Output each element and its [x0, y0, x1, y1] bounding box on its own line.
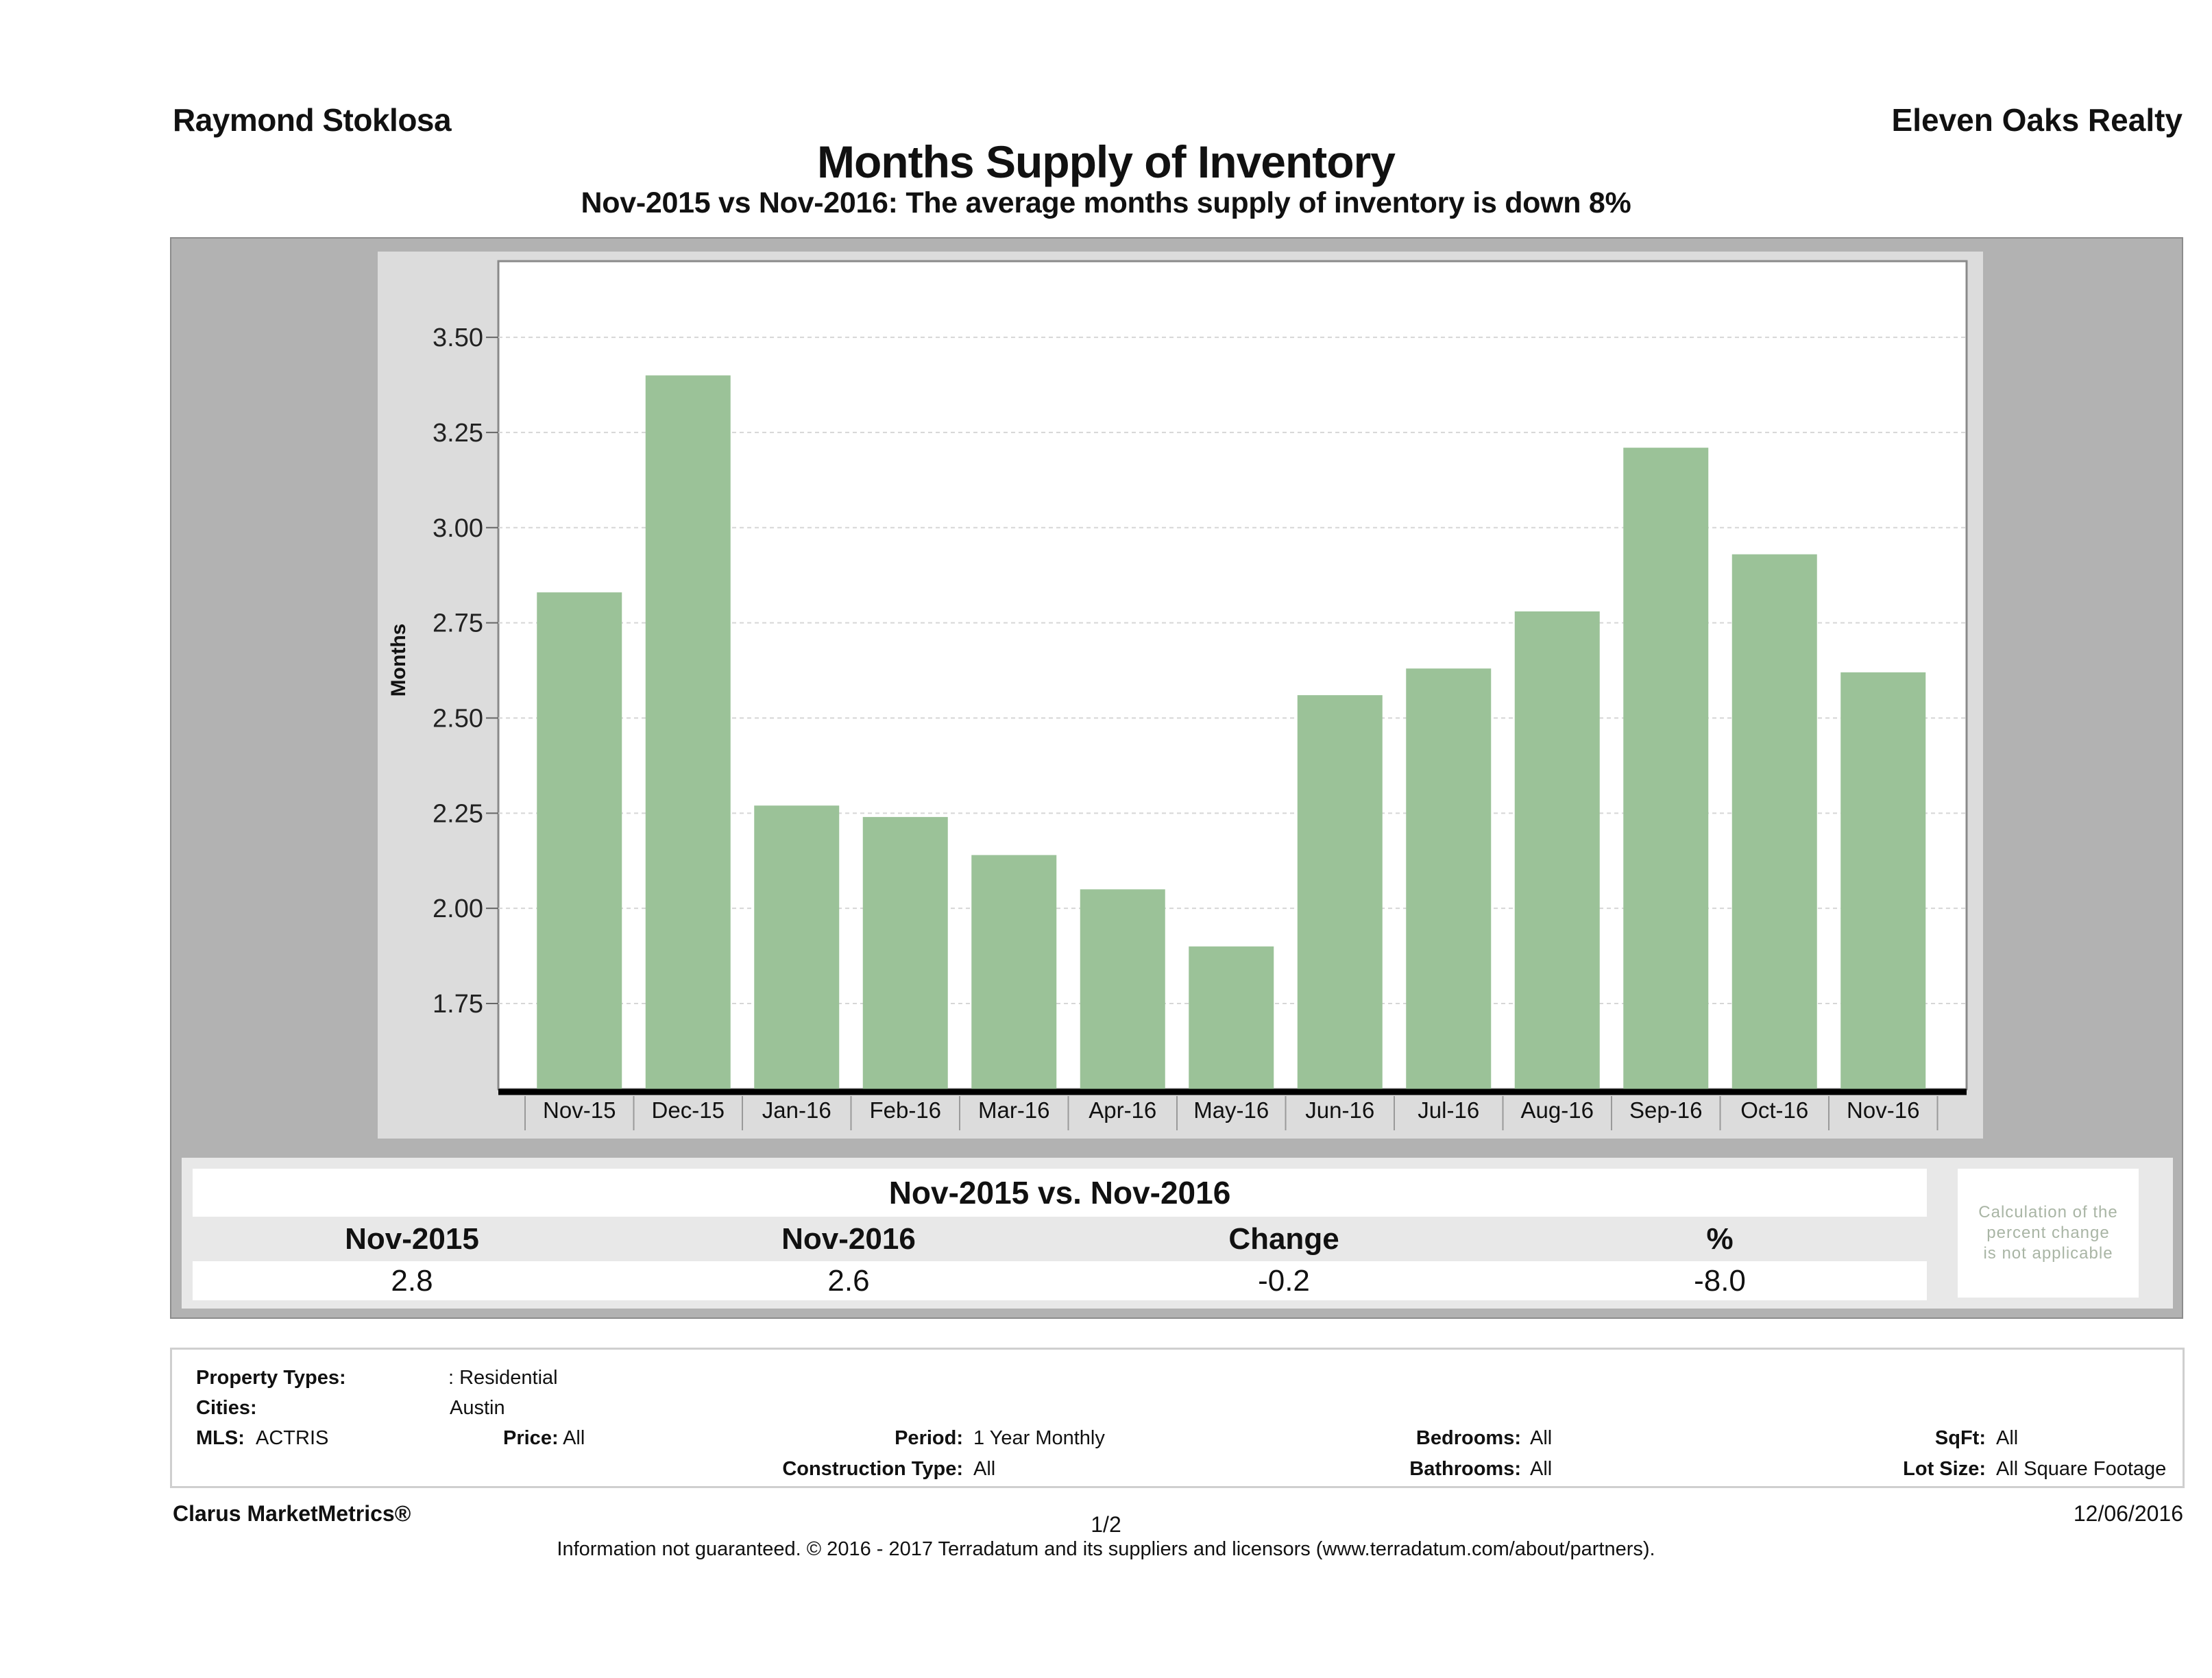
report-date: 12/06/2016 — [2073, 1501, 2183, 1526]
note-line-2: percent change — [1986, 1224, 2110, 1242]
filter-value: ACTRIS — [256, 1427, 329, 1449]
x-tick-label: Jul-16 — [1418, 1097, 1479, 1123]
brokerage-name: Eleven Oaks Realty — [1891, 102, 2183, 138]
y-tick-label: 2.50 — [433, 704, 483, 733]
filter-bedrooms-value: All — [1530, 1427, 1553, 1449]
bar-Feb-16 — [862, 816, 948, 1089]
summary-value-row: 2.8 2.6 -0.2 -8.0 — [193, 1261, 1927, 1300]
bar-Nov-16 — [1840, 672, 1926, 1089]
filter-property-types-value: : Residential — [448, 1367, 558, 1389]
filter-sqft-value: All — [1996, 1427, 2019, 1449]
filter-price: Price: All — [503, 1426, 585, 1450]
value-change: -0.2 — [1258, 1264, 1310, 1298]
filter-mls: MLS: ACTRIS — [196, 1426, 328, 1450]
filter-construction-value: All — [973, 1458, 996, 1480]
note-line-1: Calculation of the — [1978, 1203, 2118, 1221]
filter-label: Cities: — [196, 1397, 257, 1419]
filter-property-types: Property Types: — [196, 1365, 346, 1390]
header-nov-2016: Nov-2016 — [781, 1222, 916, 1256]
y-tick-label: 2.75 — [433, 609, 483, 638]
x-tick-label: Nov-16 — [1847, 1097, 1919, 1123]
y-tick-label: 3.25 — [433, 419, 483, 448]
x-tick-label: Jan-16 — [762, 1097, 831, 1123]
header-percent: % — [1706, 1222, 1734, 1256]
bar-Sep-16 — [1623, 448, 1709, 1089]
page-number: 1/2 — [1091, 1512, 1121, 1537]
y-tick-label: 3.50 — [433, 324, 483, 352]
filter-label: Period: — [895, 1427, 963, 1449]
filter-period-label: Period: — [895, 1426, 963, 1450]
filter-value: All — [563, 1427, 585, 1449]
filter-sqft-label: SqFt: — [1935, 1426, 1986, 1450]
value-percent: -8.0 — [1694, 1264, 1746, 1298]
filter-bedrooms-label: Bedrooms: — [1416, 1426, 1521, 1450]
note-line-3: is not applicable — [1983, 1244, 2113, 1263]
bar-Aug-16 — [1514, 611, 1600, 1089]
filter-label: Lot Size: — [1903, 1458, 1986, 1480]
bar-Nov-15 — [537, 592, 622, 1089]
x-tick-label: Apr-16 — [1089, 1097, 1156, 1123]
filter-period-value: 1 Year Monthly — [973, 1427, 1105, 1449]
x-tick-label: Mar-16 — [978, 1097, 1050, 1123]
filter-lot-size-label: Lot Size: — [1903, 1457, 1986, 1481]
x-tick-label: May-16 — [1193, 1097, 1269, 1123]
filter-bathrooms-value: All — [1530, 1458, 1553, 1480]
y-tick-label: 1.75 — [433, 990, 483, 1019]
filter-label: MLS: — [196, 1427, 245, 1449]
filter-cities-value: Austin — [450, 1397, 505, 1419]
disclaimer: Information not guaranteed. © 2016 - 201… — [557, 1538, 1655, 1560]
filter-label: Property Types: — [196, 1367, 346, 1389]
bar-chart: 1.75 2.00 2.25 2.50 2.75 3.00 3.25 3.50 Nov-15 D… — [387, 260, 1968, 1130]
summary-title: Nov-2015 vs. Nov-2016 — [193, 1169, 1927, 1217]
y-tick-label: 2.25 — [433, 799, 483, 828]
x-tick-label: Jun-16 — [1305, 1097, 1374, 1123]
filter-label: Construction Type: — [782, 1458, 963, 1480]
report-title: Months Supply of Inventory — [817, 136, 1396, 187]
summary-header-row: Nov-2015 Nov-2016 Change % — [193, 1217, 1927, 1261]
x-tick-label: Sep-16 — [1629, 1097, 1702, 1123]
x-tick-label: Oct-16 — [1740, 1097, 1808, 1123]
filter-label: SqFt: — [1934, 1427, 1986, 1449]
filter-lot-size-value: All Square Footage — [1996, 1458, 2167, 1480]
x-tick-label: Feb-16 — [869, 1097, 941, 1123]
bar-Jul-16 — [1406, 668, 1492, 1089]
filters-box — [170, 1348, 2185, 1488]
bar-Mar-16 — [971, 855, 1057, 1089]
y-tick-label: 2.00 — [433, 895, 483, 923]
filter-label: Price: — [503, 1427, 559, 1449]
x-tick-label: Dec-15 — [652, 1097, 725, 1123]
header-nov-2015: Nov-2015 — [345, 1222, 479, 1256]
value-nov-2015: 2.8 — [391, 1264, 433, 1298]
header-change: Change — [1228, 1222, 1339, 1256]
bar-Jun-16 — [1297, 695, 1383, 1089]
filter-cities: Cities: — [196, 1396, 257, 1420]
filter-bathrooms-label: Bathrooms: — [1409, 1457, 1521, 1481]
report-subtitle: Nov-2015 vs Nov-2016: The average months… — [581, 186, 1631, 219]
bar-Jan-16 — [754, 805, 840, 1089]
y-axis-label: Months — [387, 624, 410, 697]
footer-brand: Clarus MarketMetrics® — [173, 1501, 411, 1526]
filter-construction-label: Construction Type: — [782, 1457, 963, 1481]
bar-Oct-16 — [1731, 554, 1817, 1089]
x-tick-label: Aug-16 — [1521, 1097, 1594, 1123]
percent-change-note: Calculation of the percent change is not… — [1958, 1169, 2139, 1298]
x-tick-label: Nov-15 — [543, 1097, 616, 1123]
bar-May-16 — [1189, 946, 1274, 1089]
bar-Dec-15 — [645, 375, 731, 1089]
bar-Apr-16 — [1080, 889, 1165, 1089]
y-tick-label: 3.00 — [433, 514, 483, 543]
value-nov-2016: 2.6 — [827, 1264, 870, 1298]
filter-label: Bathrooms: — [1409, 1458, 1521, 1480]
filter-label: Bedrooms: — [1415, 1427, 1521, 1449]
agent-name: Raymond Stoklosa — [173, 102, 452, 138]
